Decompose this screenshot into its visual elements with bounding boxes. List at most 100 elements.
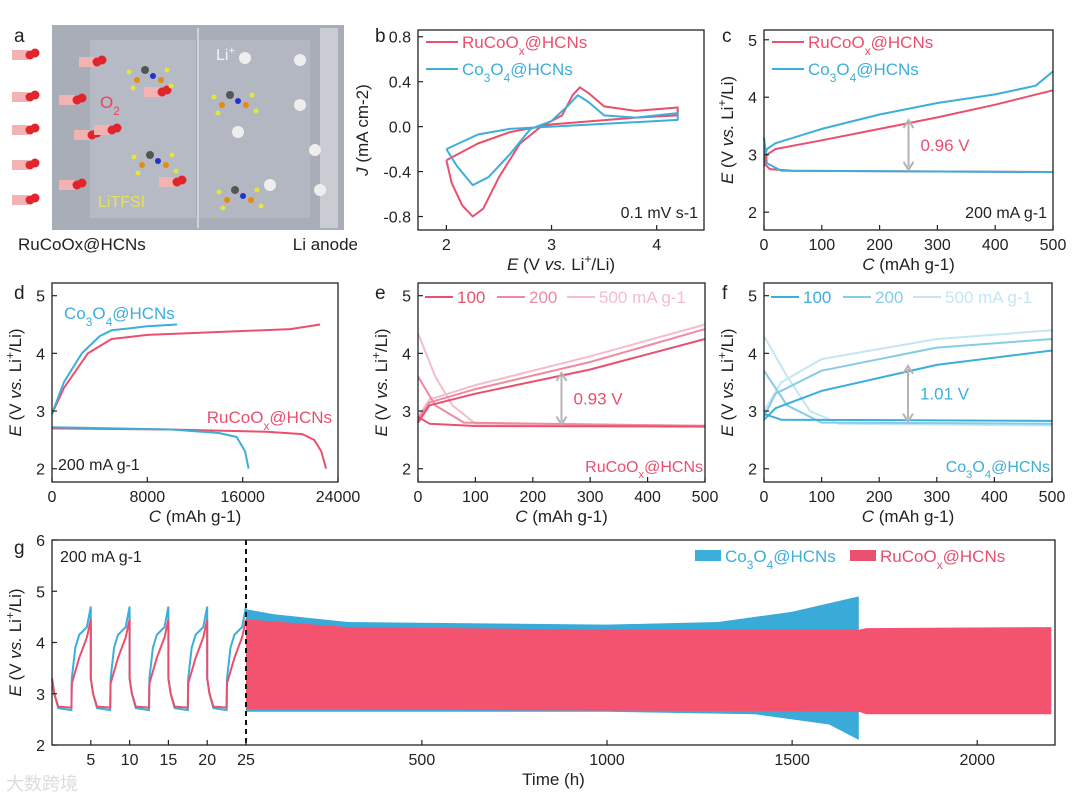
legend-label: RuCoOx@HCNs — [880, 547, 1005, 572]
legend-label: 100 — [803, 288, 831, 307]
tfsi-atom — [243, 102, 249, 108]
o2-atom — [30, 193, 40, 203]
li-ion — [309, 144, 321, 156]
series-line-1 — [445, 94, 679, 187]
y-tick-label: 2 — [402, 462, 411, 479]
o2-motion-trail — [12, 50, 28, 60]
series-line-4 — [763, 412, 1053, 422]
legend-label: 500 mA g-1 — [599, 288, 686, 307]
series-line-2 — [763, 70, 1054, 161]
o2-atom — [30, 48, 40, 58]
o2-molecules — [12, 48, 326, 211]
o2-motion-trail — [159, 177, 175, 187]
o2-atom — [77, 93, 87, 103]
y-axis-label: E (V vs. Li+/Li) — [369, 328, 391, 436]
tfsi-atom — [131, 154, 137, 160]
panel-letter-b: b — [375, 26, 386, 47]
tfsi-atom — [253, 108, 259, 114]
tfsi-atom — [173, 168, 179, 174]
x-tick-label: 1500 — [774, 752, 810, 769]
x-tick-label: 100 — [462, 489, 489, 506]
panel-letter-a: a — [14, 26, 25, 47]
anode-label: Li anode — [293, 235, 358, 254]
x-tick-label: 500 — [1039, 489, 1066, 506]
annotation: 0.1 mV s-1 — [621, 205, 698, 222]
li-ion — [314, 184, 326, 196]
x-tick-label: 200 — [519, 489, 546, 506]
li-ion — [232, 126, 244, 138]
o2-atom — [112, 123, 122, 133]
chart-d: 0 8000 16000 24000 2 3 4 5 C (mAh g-1) E (V vs. L… — [3, 282, 360, 526]
band-rucoox — [246, 619, 1052, 715]
litfsi-label: LiTFSI — [98, 194, 145, 211]
plot-frame — [763, 282, 1053, 483]
li-anode-plate — [320, 28, 338, 228]
y-tick-label: 2 — [36, 462, 45, 479]
tfsi-atom — [158, 77, 164, 83]
tfsi-atom — [134, 77, 140, 83]
panel-letter-d: d — [14, 283, 25, 304]
x-tick-label: 20 — [198, 752, 216, 769]
x-tick-label: 400 — [981, 489, 1008, 506]
x-tick-label: 500 — [409, 752, 436, 769]
o2-motion-trail — [74, 130, 90, 140]
arrow-head-up-icon — [902, 364, 914, 375]
annotation: 200 mA g-1 — [58, 457, 140, 474]
panel-letter-c: c — [722, 26, 732, 47]
series-line-1 — [51, 426, 250, 469]
gap-label: 0.93 V — [574, 390, 624, 409]
x-tick-label: 1000 — [589, 752, 625, 769]
x-tick-label: 500 — [692, 489, 719, 506]
arrow-head-down-icon — [902, 161, 915, 172]
chart-f: 0 100 200 300 400 500 2 3 4 5 C (mAh g-1) E (V vs. … — [715, 282, 1066, 526]
x-tick-label: 200 — [866, 237, 893, 254]
li-ion — [294, 54, 306, 66]
series-line-1 — [763, 329, 1053, 412]
x-tick-label: 25 — [237, 752, 255, 769]
li-ion — [239, 52, 251, 64]
series-line-5 — [763, 349, 1053, 421]
legend-swatch — [850, 550, 876, 561]
y-axis-label: J (mA cm-2) — [353, 84, 372, 177]
li-ion — [264, 179, 276, 191]
series-line-3 — [763, 89, 1054, 167]
legend-label: 100 — [457, 288, 485, 307]
x-tick-label: 500 — [1040, 237, 1067, 254]
x-tick-label: 10 — [121, 752, 139, 769]
tfsi-atom — [258, 203, 264, 209]
y-axis-label: E (V vs. Li+/Li) — [3, 588, 25, 696]
arrow-head-down-icon — [902, 413, 914, 424]
y-tick-label: 5 — [748, 289, 757, 306]
o2-motion-trail — [12, 125, 28, 135]
x-tick-label: 400 — [634, 489, 661, 506]
plot-frame — [417, 29, 705, 231]
tfsi-atom — [155, 158, 161, 164]
y-tick-label: 5 — [36, 289, 45, 306]
o2-atom — [30, 123, 40, 133]
legend-label: RuCoOx@HCNs — [462, 33, 587, 58]
y-tick-label: -0.8 — [383, 210, 411, 227]
series-line-3 — [51, 323, 178, 415]
panel-letter-f: f — [722, 283, 728, 304]
series-line-0 — [445, 86, 679, 218]
y-tick-label: 3 — [36, 687, 45, 704]
o2-atom — [30, 158, 40, 168]
tfsi-atom — [169, 152, 175, 158]
x-axis-label: C (mAh g-1) — [862, 507, 955, 526]
o2-motion-trail — [59, 95, 75, 105]
y-tick-label: 6 — [36, 533, 45, 550]
tfsi-atom — [146, 151, 154, 159]
tfsi-atom — [141, 66, 149, 74]
plot-frame — [51, 282, 339, 483]
o2-motion-trail — [59, 180, 75, 190]
y-tick-label: 5 — [36, 584, 45, 601]
series-line-2 — [763, 370, 1053, 425]
tfsi-atom — [130, 85, 136, 91]
tfsi-atom — [211, 94, 217, 100]
x-tick-label: 0 — [414, 489, 423, 506]
o2-atom — [97, 55, 107, 65]
li-ion — [294, 99, 306, 111]
series-line-5 — [417, 338, 706, 424]
y-tick-label: 3 — [36, 404, 45, 421]
